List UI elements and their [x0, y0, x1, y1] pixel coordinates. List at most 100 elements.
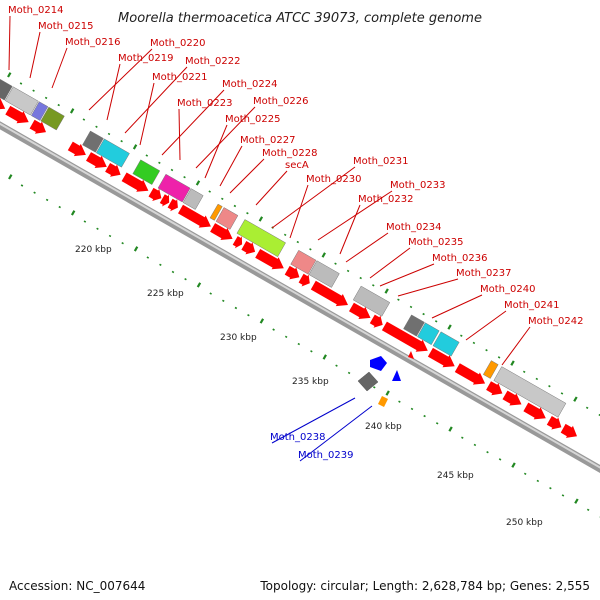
- cog-box[interactable]: [40, 106, 65, 131]
- scale-dot: [121, 242, 124, 245]
- gene-arrow[interactable]: [486, 381, 503, 396]
- cog-box[interactable]: [378, 396, 388, 407]
- gene-label[interactable]: Moth_0225: [225, 114, 280, 125]
- gene-arrow[interactable]: [298, 273, 310, 287]
- label-leader-line: [339, 204, 361, 255]
- gene-label[interactable]: Moth_0223: [177, 98, 232, 109]
- cog-box[interactable]: [82, 130, 104, 153]
- scale-dot: [120, 140, 123, 143]
- scale-dot: [461, 436, 464, 439]
- gene-label[interactable]: Moth_0219: [118, 53, 173, 64]
- gene-arrow[interactable]: [148, 187, 162, 201]
- gene-label[interactable]: Moth_0224: [222, 79, 277, 90]
- cog-box[interactable]: [482, 360, 499, 379]
- gene-label[interactable]: Moth_0234: [386, 222, 441, 233]
- scale-dot: [196, 282, 202, 288]
- gene-label[interactable]: secA: [285, 160, 309, 171]
- cog-box[interactable]: [0, 78, 13, 101]
- gene-arrow[interactable]: [427, 347, 455, 368]
- gene-arrow[interactable]: [121, 172, 149, 192]
- gene-label[interactable]: Moth_0215: [38, 21, 93, 32]
- gene-label[interactable]: Moth_0238: [270, 432, 325, 443]
- gene-label[interactable]: Moth_0240: [480, 284, 535, 295]
- gene-arrow[interactable]: [523, 402, 546, 420]
- gene-label[interactable]: Moth_0230: [306, 174, 361, 185]
- gene-label[interactable]: Moth_0237: [456, 268, 511, 279]
- gene-arrow[interactable]: [167, 198, 178, 212]
- cog-box[interactable]: [403, 314, 425, 337]
- scale-tick-label: 225 kbp: [147, 289, 184, 299]
- gene-label[interactable]: Moth_0216: [65, 37, 120, 48]
- label-leader-line: [229, 158, 265, 194]
- gene-arrow[interactable]: [86, 152, 107, 168]
- gene-label[interactable]: Moth_0236: [432, 253, 487, 264]
- gene-arrow[interactable]: [105, 163, 121, 177]
- cog-box[interactable]: [493, 366, 567, 418]
- cog-box[interactable]: [157, 173, 191, 203]
- gene-label[interactable]: Moth_0231: [353, 156, 408, 167]
- gene-arrow[interactable]: [29, 119, 46, 134]
- cog-box[interactable]: [357, 371, 379, 392]
- cog-box[interactable]: [30, 101, 49, 121]
- cog-box[interactable]: [290, 249, 317, 275]
- gene-label[interactable]: Moth_0222: [185, 56, 240, 67]
- gene-label[interactable]: Moth_0221: [152, 72, 207, 83]
- cog-box[interactable]: [432, 331, 460, 357]
- gene-arrow[interactable]: [454, 363, 486, 385]
- scale-dot: [422, 312, 425, 316]
- gene-arrow[interactable]: [560, 423, 577, 438]
- gene-arrow[interactable]: [546, 416, 562, 430]
- gene-label[interactable]: Moth_0233: [390, 180, 445, 191]
- scale-dot: [297, 342, 301, 346]
- gene-track: [0, 94, 577, 438]
- gene-label[interactable]: Moth_0227: [240, 135, 295, 146]
- gene-arrow[interactable]: [210, 223, 233, 240]
- reverse-gene-arrow[interactable]: [370, 356, 387, 371]
- label-leader-line: [271, 397, 356, 444]
- gene-arrow[interactable]: [381, 321, 428, 352]
- gene-label[interactable]: Moth_0242: [528, 316, 583, 327]
- scale-dot: [58, 205, 61, 209]
- gene-arrow[interactable]: [502, 390, 522, 406]
- gene-arrow[interactable]: [159, 194, 170, 207]
- scale-dot: [183, 176, 186, 179]
- gene-label[interactable]: Moth_0214: [8, 5, 63, 16]
- gene-arrow[interactable]: [369, 314, 383, 328]
- cog-box[interactable]: [209, 203, 223, 221]
- gene-arrow[interactable]: [178, 204, 211, 228]
- gene-label[interactable]: Moth_0232: [358, 194, 413, 205]
- scale-dot: [309, 248, 312, 251]
- gene-label[interactable]: Moth_0235: [408, 237, 463, 248]
- gene-arrow[interactable]: [241, 241, 256, 255]
- scale-dot: [158, 161, 161, 164]
- cog-box[interactable]: [236, 219, 286, 258]
- genome-backbone: [0, 121, 600, 473]
- gene-label[interactable]: Moth_0239: [298, 450, 353, 461]
- gene-arrow[interactable]: [67, 141, 86, 157]
- gene-arrow[interactable]: [349, 302, 371, 319]
- cog-box[interactable]: [308, 260, 340, 288]
- gene-arrow[interactable]: [284, 265, 300, 280]
- cog-box[interactable]: [417, 322, 440, 346]
- cog-box[interactable]: [182, 188, 204, 210]
- reverse-gene-arrow[interactable]: [392, 370, 401, 381]
- gene-label[interactable]: Moth_0228: [262, 148, 317, 159]
- gene-arrow[interactable]: [255, 249, 284, 270]
- gene-label[interactable]: Moth_0220: [150, 38, 205, 49]
- cog-box[interactable]: [132, 159, 161, 185]
- gene-arrow[interactable]: [5, 105, 29, 124]
- cog-box[interactable]: [352, 285, 391, 317]
- cog-box[interactable]: [215, 207, 239, 230]
- scale-dot: [146, 256, 150, 259]
- gene-label[interactable]: Moth_0226: [253, 96, 308, 107]
- scale-dot: [335, 364, 338, 367]
- gene-label[interactable]: Moth_0241: [504, 300, 559, 311]
- gene-arrow[interactable]: [310, 280, 348, 307]
- gene-arrow[interactable]: [232, 236, 243, 249]
- cog-box[interactable]: [4, 86, 39, 116]
- gene-arrow[interactable]: [0, 94, 6, 110]
- cog-box[interactable]: [95, 138, 130, 168]
- scale-dot: [296, 240, 300, 244]
- scale-dot: [409, 305, 413, 309]
- gene-arrow[interactable]: [408, 351, 414, 359]
